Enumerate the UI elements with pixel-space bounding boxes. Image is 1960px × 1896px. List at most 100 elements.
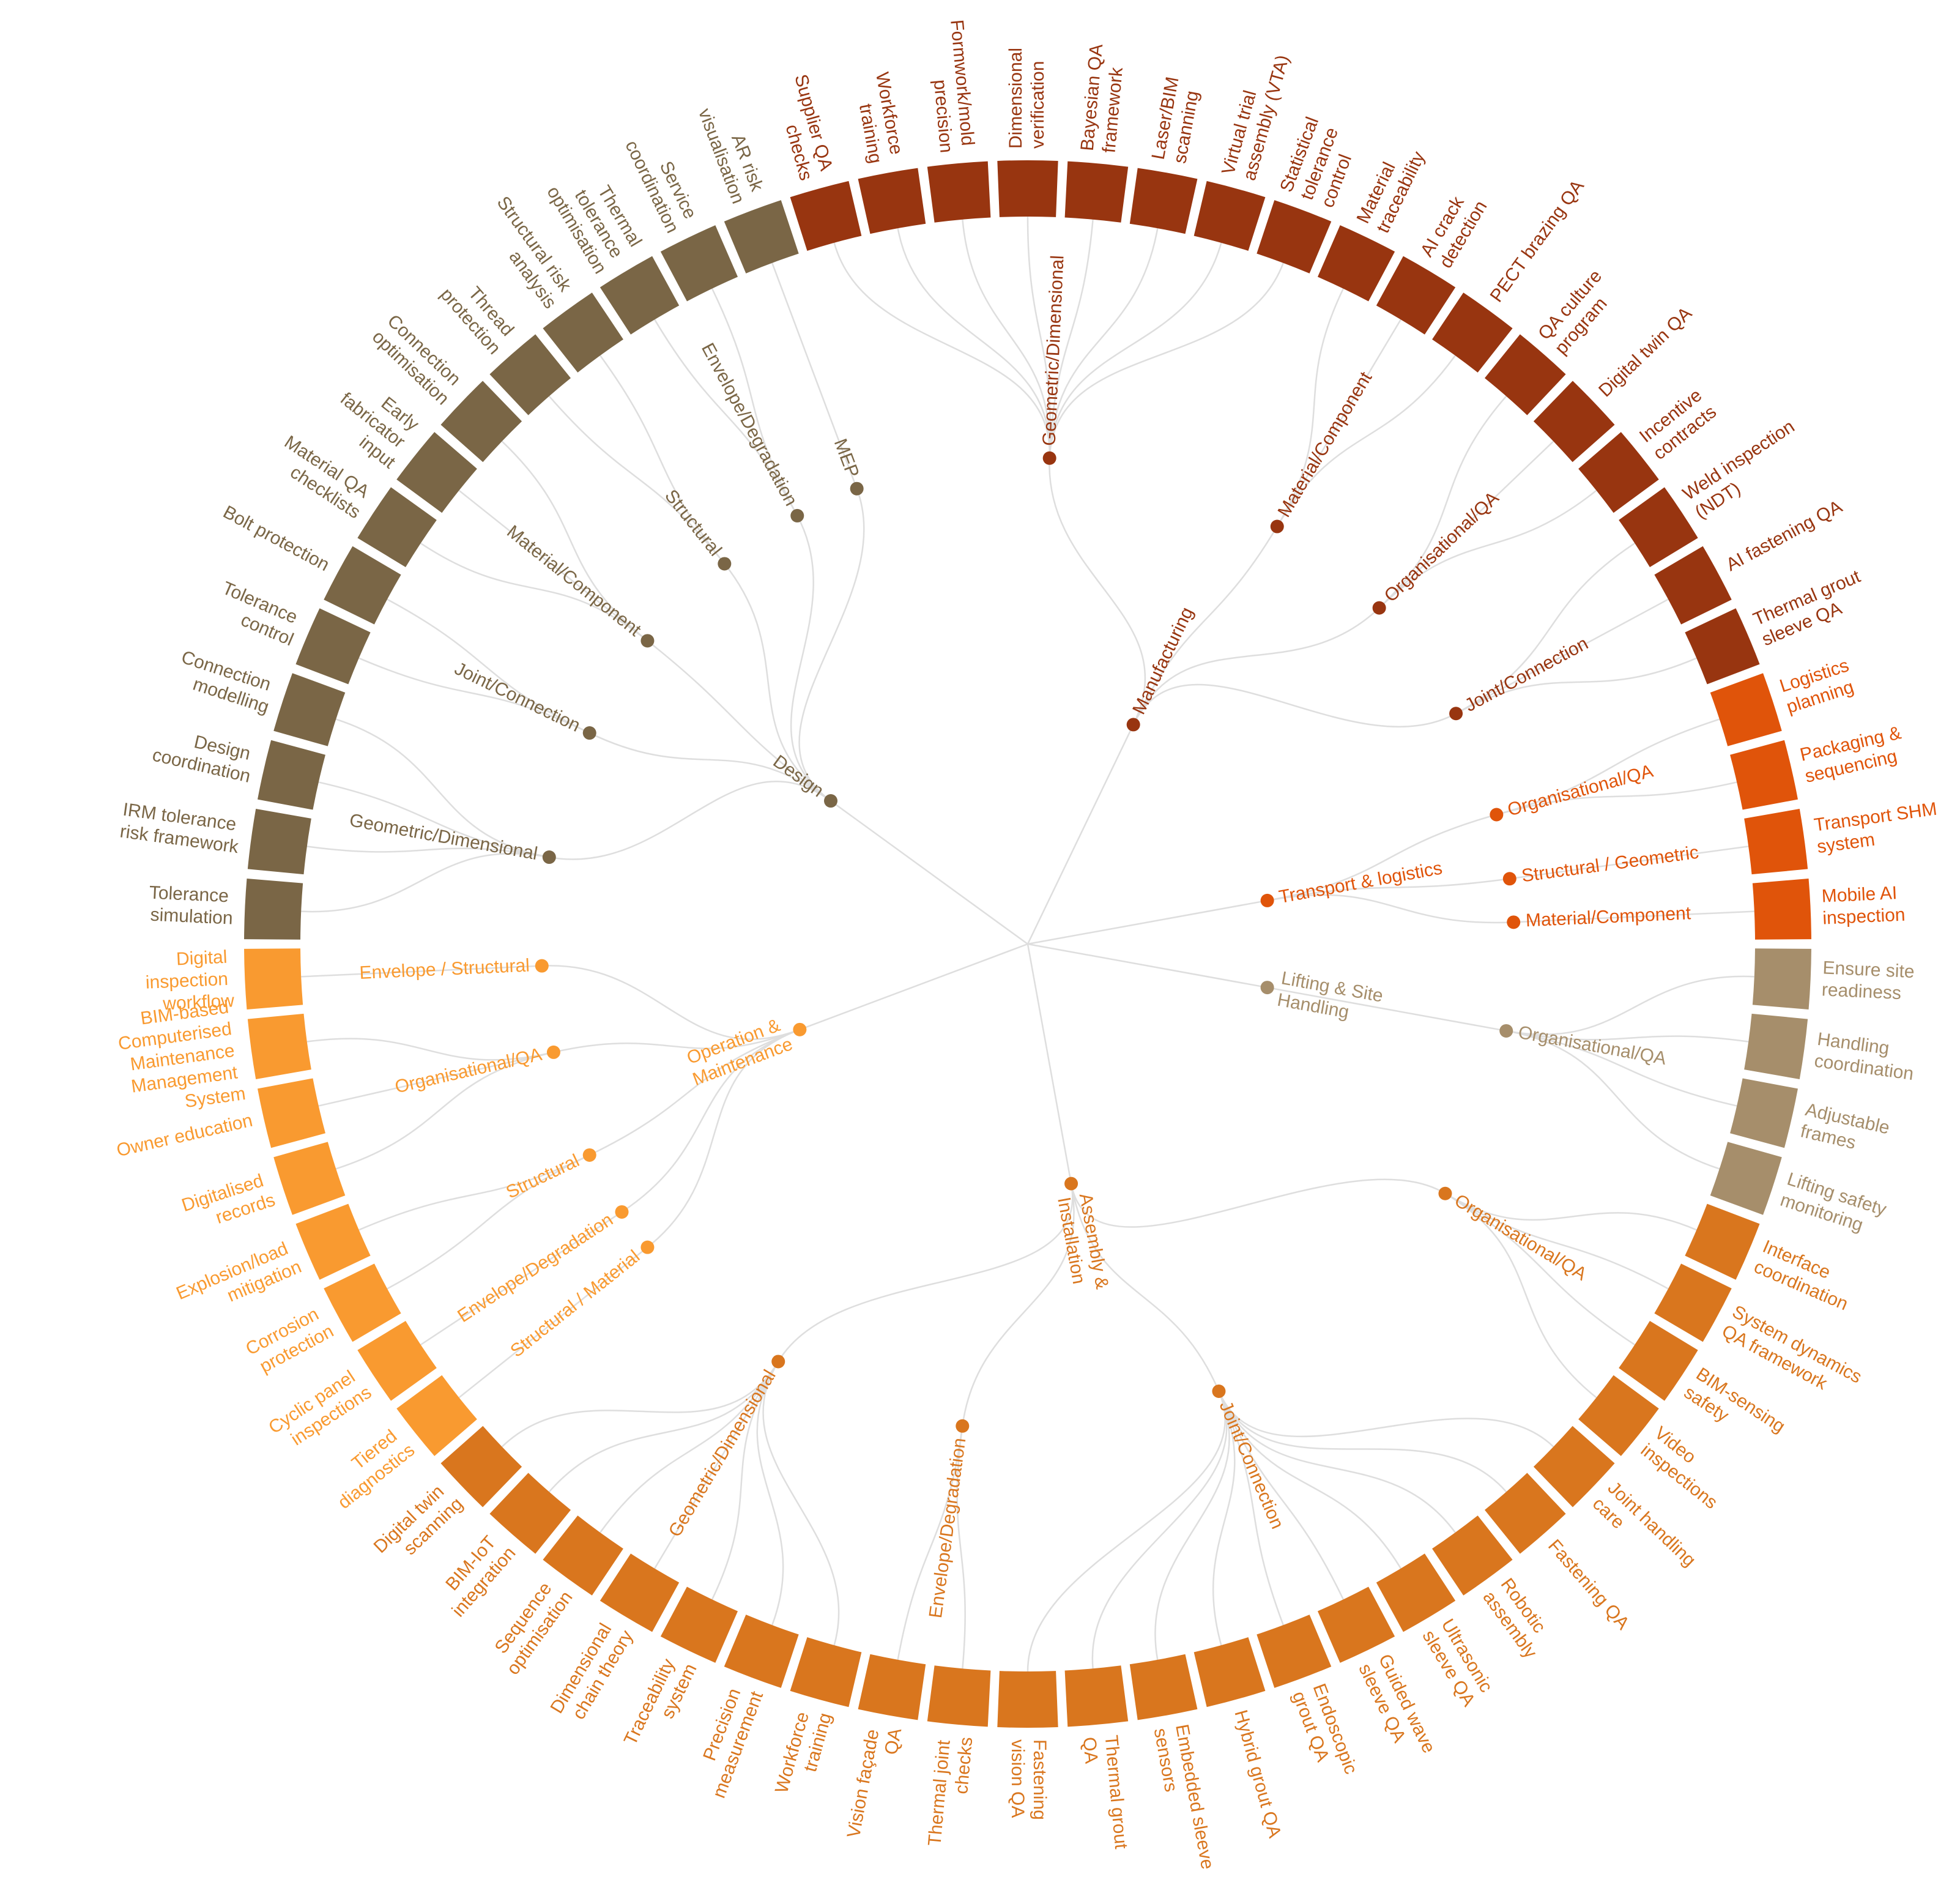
label: Early fabricator input	[323, 371, 427, 473]
leaf-segment	[1317, 225, 1395, 302]
leaf-segment	[1257, 1615, 1332, 1688]
leaf-segment	[1484, 1473, 1566, 1554]
label-group: Thermal grout sleeve QA	[1750, 564, 1876, 650]
link	[1070, 1183, 1220, 1392]
link	[1218, 1391, 1284, 1626]
label: Organisational/QA	[1505, 761, 1655, 820]
node-dot	[1372, 601, 1386, 615]
label-group: Digitalised records	[179, 1169, 278, 1236]
link	[962, 219, 1051, 458]
label: Owner education	[114, 1110, 254, 1161]
link	[358, 657, 590, 734]
label-group: Organisational/QA	[1505, 761, 1655, 820]
link	[1505, 1030, 1720, 1170]
node-dot	[1212, 1385, 1226, 1399]
label: Transport & logistics	[1277, 858, 1444, 907]
label-group: Transport SHM system	[1813, 798, 1943, 857]
leaf-segment	[1578, 432, 1659, 513]
label-group: BIM-based Computerised Maintenance Manag…	[117, 996, 247, 1112]
label: Organisational/QA	[1451, 1190, 1590, 1284]
link	[1455, 657, 1697, 715]
leaf-segment	[724, 200, 799, 273]
leaf-segment	[858, 168, 926, 234]
link	[798, 488, 865, 802]
leaf-segment	[1752, 878, 1811, 940]
leaf-segment	[1730, 740, 1798, 810]
label-group: Tiered diagnostics	[321, 1422, 418, 1513]
label: Material traceability	[1353, 139, 1429, 236]
label-group: Logistics planning	[1777, 653, 1863, 717]
leaf-segment	[1654, 546, 1732, 625]
label-group: Lifting & Site Handling	[1275, 968, 1389, 1028]
link	[897, 228, 1050, 458]
leaf-segment	[927, 161, 991, 223]
leaf-segment	[927, 1665, 991, 1727]
link	[335, 1051, 554, 1170]
label-group: Thermal tolerance optimisation	[543, 182, 648, 277]
link	[1509, 846, 1749, 880]
leaf-segment	[1432, 292, 1513, 373]
link	[1027, 899, 1268, 945]
label-group: Assembly & Installation	[1053, 1192, 1113, 1296]
link	[501, 1361, 779, 1448]
label: Bolt protection	[220, 502, 333, 575]
label: Lifting & Site Handling	[1275, 968, 1389, 1028]
leaf-segment	[1064, 1665, 1129, 1727]
leaf-segment	[790, 1637, 862, 1708]
link	[1212, 1391, 1236, 1646]
link	[548, 395, 726, 565]
label-group: Early fabricator input	[323, 371, 427, 473]
label: Hybrid grout QA	[1230, 1708, 1285, 1840]
label: Supplier QA checks	[770, 72, 837, 183]
label: Structural	[503, 1150, 582, 1202]
leaf-segment	[1685, 1203, 1760, 1280]
label-group: Ensure site readiness	[1821, 957, 1920, 1003]
link	[600, 355, 726, 565]
label-group: Joint/Connection	[1461, 633, 1591, 716]
label: Connection modelling	[172, 647, 278, 717]
label: Fastening QA	[1544, 1536, 1633, 1634]
label-group: Organisational/QA	[393, 1044, 543, 1098]
leaf-segment	[247, 1013, 311, 1080]
link	[306, 1038, 554, 1061]
label: AI crack detection	[1417, 186, 1491, 272]
link	[1276, 288, 1345, 527]
leaf-segment	[1752, 948, 1811, 1010]
link	[1154, 1391, 1230, 1660]
label: Geometric/Dimensional	[665, 1366, 780, 1541]
label: Thermal grout sleeve QA	[1750, 564, 1876, 650]
leaf-segment	[489, 334, 571, 415]
label: Structural / Geometric	[1520, 842, 1700, 887]
node-dot	[793, 1022, 807, 1036]
label: Logistics planning	[1777, 653, 1863, 717]
label-group: Corrosion protection	[242, 1301, 337, 1377]
label-group: Bayesian QA framework	[1077, 39, 1127, 154]
label: Digitalised records	[179, 1169, 278, 1236]
leaf-segment	[1744, 1013, 1808, 1080]
label: Organisational/QA	[1516, 1022, 1668, 1069]
leaf-segment	[1257, 200, 1332, 273]
label-group: Material/Component	[503, 521, 645, 641]
label-group: Owner education	[114, 1110, 254, 1161]
label: Envelope/Degradation	[926, 1437, 970, 1619]
label: Endoscopic grout QA	[1288, 1681, 1363, 1789]
leaf-segment	[489, 1473, 571, 1554]
leaf-segment	[1578, 1375, 1659, 1456]
label: Tolerance control	[210, 578, 305, 650]
label-group: Statistical tolerance control	[1276, 110, 1356, 210]
label-group: Explosion/load mitigation	[173, 1236, 304, 1306]
links	[301, 216, 1754, 1672]
link	[600, 1361, 779, 1533]
label-group: Joint/Connection	[451, 658, 584, 736]
label: Tiered diagnostics	[321, 1422, 418, 1513]
label-group: Geometric/Dimensional	[665, 1366, 780, 1541]
node-dot	[1502, 872, 1516, 886]
link	[778, 1183, 1074, 1363]
leaf-segment	[1193, 180, 1266, 251]
label-group: Workforce training	[855, 70, 907, 165]
link	[1444, 1192, 1635, 1346]
label-group: Transport & logistics	[1277, 858, 1444, 907]
node-dot	[542, 850, 556, 864]
label-group: BIM-IoT integration	[442, 1528, 519, 1621]
leaf-segment	[1533, 381, 1615, 463]
